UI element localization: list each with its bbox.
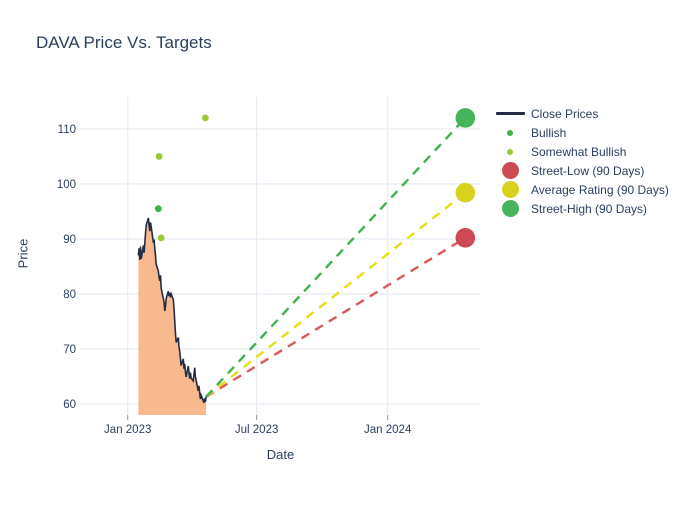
average-rating-90-days-legend-marker-icon	[492, 181, 528, 198]
legend-label: Close Prices	[531, 106, 599, 121]
legend-label: Bullish	[531, 125, 567, 140]
close-prices-legend-marker-icon	[492, 112, 528, 115]
street-low-90-days--marker	[455, 228, 476, 248]
legend-item-street-low-90-days[interactable]: Street-Low (90 Days)	[492, 161, 669, 180]
legend-item-close-prices[interactable]: Close Prices	[492, 104, 669, 123]
target-projection-line	[205, 117, 467, 398]
legend: Close Prices Bullish Somewhat Bullish Stree…	[492, 104, 669, 218]
average-rating-90-days--marker	[455, 182, 476, 203]
somewhat-bullish-legend-marker-icon	[492, 148, 528, 155]
x-axis-title: Date	[266, 447, 295, 462]
street-high-90-days--marker	[455, 108, 476, 128]
legend-label: Average Rating (90 Days)	[531, 182, 669, 197]
legend-item-street-high-90-days[interactable]: Street-High (90 Days)	[492, 199, 669, 218]
y-axis-title: Price	[15, 238, 31, 269]
legend-label: Street-Low (90 Days)	[531, 163, 645, 178]
bullish-legend-marker-icon	[492, 129, 528, 136]
legend-item-average-rating-90-days[interactable]: Average Rating (90 Days)	[492, 180, 669, 199]
y-tick-label: 100	[57, 179, 76, 191]
target-projection-line	[205, 236, 466, 398]
somewhat-bullish-point	[201, 114, 209, 122]
close-prices-area	[138, 218, 207, 415]
target-projection-line	[205, 191, 467, 398]
x-tick-label: Jan 2024	[364, 424, 412, 436]
street-high-90-days-legend-marker-icon	[492, 200, 528, 217]
y-tick-label: 110	[58, 124, 76, 136]
street-low-90-days-legend-marker-icon	[492, 162, 528, 179]
x-tick-label: Jul 2023	[235, 424, 278, 436]
legend-item-somewhat-bullish[interactable]: Somewhat Bullish	[492, 142, 669, 161]
close-prices-line	[137, 217, 207, 404]
somewhat-bullish-point	[155, 153, 163, 160]
somewhat-bullish-point	[157, 234, 165, 242]
legend-label: Somewhat Bullish	[531, 144, 627, 159]
legend-label: Street-High (90 Days)	[531, 201, 648, 216]
y-tick-label: 70	[63, 344, 76, 356]
y-tick-label: 90	[63, 234, 76, 246]
legend-item-bullish[interactable]: Bullish	[492, 123, 669, 142]
y-tick-label: 60	[63, 399, 76, 411]
chart-title: DAVA Price Vs. Targets	[36, 33, 212, 52]
y-tick-label: 80	[63, 289, 76, 301]
x-tick-label: Jan 2023	[104, 424, 151, 436]
bullish-point	[154, 205, 162, 213]
